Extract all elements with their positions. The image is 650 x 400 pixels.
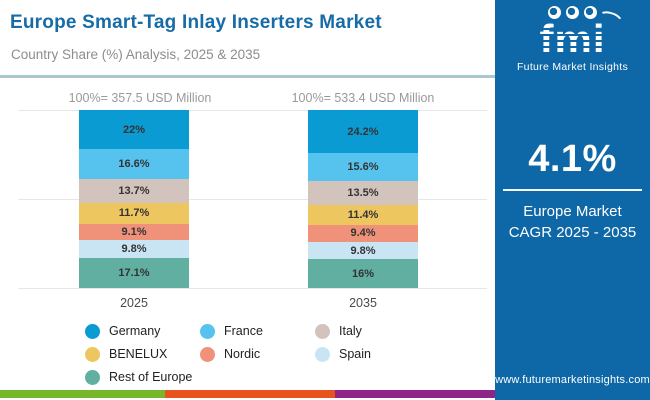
cagr-value: 4.1%: [528, 138, 617, 180]
strip-orange: [165, 390, 335, 398]
legend-color-dot: [315, 346, 330, 362]
legend-label: Spain: [339, 347, 371, 361]
bar-segment: 13.7%: [79, 178, 189, 204]
legend-item: Germany: [85, 323, 200, 339]
logo-company-name: Future Market Insights: [516, 61, 629, 73]
bar-segment: 11.4%: [308, 204, 418, 226]
segment-label: 11.7%: [118, 207, 150, 220]
legend-color-dot: [85, 323, 100, 339]
segment-label: 15.6%: [347, 160, 379, 173]
bar-segment: 15.6%: [308, 153, 418, 181]
gridline-100: [18, 110, 487, 111]
cagr-divider: [503, 189, 642, 191]
brand-panel: fmi Future Market Insights 4.1% Europe M…: [495, 0, 650, 400]
segment-label: 22%: [122, 123, 146, 136]
segment-label: 11.4%: [347, 208, 379, 221]
legend-item: Rest of Europe: [85, 369, 200, 385]
legend-color-dot: [315, 323, 330, 339]
cagr-label-line2: CAGR 2025 - 2035: [508, 224, 637, 241]
website-link[interactable]: www.futuremarketinsights.com: [495, 374, 650, 386]
total-label-2025: 100%= 357.5 USD Million: [68, 91, 212, 105]
segment-label: 24.2%: [347, 125, 379, 138]
bar-2025: 22% 16.6% 13.7% 11.7% 9.1% 9.8% 17.1%: [79, 110, 189, 288]
legend-color-dot: [85, 346, 100, 362]
bar-segment: 9.8%: [79, 240, 189, 258]
strip-green: [0, 390, 165, 398]
bar-segment: 22%: [79, 110, 189, 150]
bar-segment: 13.5%: [308, 180, 418, 205]
total-label-2035: 100%= 533.4 USD Million: [291, 91, 435, 105]
logo-globe-icons: [529, 6, 625, 32]
strip-purple: [335, 390, 495, 398]
segment-label: 9.8%: [350, 244, 376, 257]
cagr-callout: 4.1% Europe Market CAGR 2025 - 2035: [495, 138, 650, 243]
segment-label: 16.6%: [118, 157, 150, 170]
bar-segment: 24.2%: [308, 110, 418, 154]
legend-item: BENELUX: [85, 346, 200, 362]
bar-segment: 9.1%: [79, 223, 189, 241]
legend-label: BENELUX: [109, 347, 168, 361]
segment-label: 13.5%: [347, 186, 379, 199]
legend-label: Rest of Europe: [109, 370, 193, 384]
page-subtitle: Country Share (%) Analysis, 2025 & 2035: [11, 47, 261, 62]
gridline-0: [18, 288, 487, 289]
legend-label: France: [224, 324, 263, 338]
legend-label: Germany: [109, 324, 161, 338]
legend-color-dot: [85, 369, 100, 385]
page-title: Europe Smart-Tag Inlay Inserters Market: [10, 12, 382, 33]
segment-label: 9.1%: [121, 225, 147, 238]
fmi-logo: fmi Future Market Insights: [495, 6, 650, 73]
bar-segment: 16.6%: [79, 149, 189, 179]
segment-label: 17.1%: [118, 266, 150, 279]
legend-label: Nordic: [224, 347, 261, 361]
globe-icon: [547, 6, 561, 19]
segment-label: 16%: [351, 267, 375, 280]
segment-label: 13.7%: [118, 184, 150, 197]
legend-item: Spain: [315, 346, 460, 362]
legend-color-dot: [200, 323, 215, 339]
gridline-50: [18, 199, 487, 200]
bar-segment: 9.8%: [308, 241, 418, 260]
x-axis-label-2035: 2035: [349, 296, 377, 310]
bar-segment: 16%: [308, 259, 418, 288]
legend-label: Italy: [339, 324, 362, 338]
legend: Germany France Italy BENELUX Nordic Spain Rest…: [85, 323, 460, 385]
x-axis-label-2025: 2025: [120, 296, 148, 310]
globe-icon: [565, 6, 579, 19]
legend-item: Italy: [315, 323, 460, 339]
segment-label: 9.8%: [121, 242, 147, 255]
header-divider: [0, 75, 495, 78]
cagr-label-line1: Europe Market: [523, 203, 622, 220]
footer-color-strip: [0, 390, 495, 398]
legend-color-dot: [200, 346, 215, 362]
bar-segment: 11.7%: [79, 203, 189, 224]
bar-segment: 17.1%: [79, 257, 189, 288]
globe-icon: [583, 6, 597, 19]
stacked-bar-plot: 22% 16.6% 13.7% 11.7% 9.1% 9.8% 17.1% 24.2% 15.…: [0, 110, 495, 310]
bar-segment: 9.4%: [308, 225, 418, 242]
legend-item: Nordic: [200, 346, 315, 362]
logo-stripes-decoration: [539, 24, 606, 57]
logo-wordmark: fmi: [539, 19, 606, 61]
legend-item: France: [200, 323, 315, 339]
bar-2035: 24.2% 15.6% 13.5% 11.4% 9.4% 9.8% 16%: [308, 110, 418, 288]
segment-label: 9.4%: [350, 227, 376, 240]
